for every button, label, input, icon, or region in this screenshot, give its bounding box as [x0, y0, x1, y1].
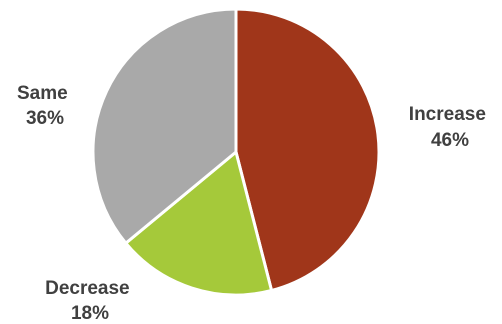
- pie-slice-same: [91, 7, 238, 245]
- label-decrease-name: Decrease: [45, 278, 130, 299]
- label-decrease: Decrease 18%: [45, 278, 135, 324]
- label-same: Same 36%: [17, 83, 73, 129]
- label-increase-value: 46%: [431, 130, 469, 151]
- label-same-value: 36%: [26, 108, 64, 129]
- label-increase-name: Increase: [409, 104, 486, 125]
- pie-slice-decrease: [124, 150, 274, 297]
- pie-slice-increase: [234, 7, 381, 293]
- label-decrease-value: 18%: [71, 303, 109, 324]
- label-same-name: Same: [17, 83, 68, 104]
- label-increase: Increase 46%: [409, 104, 491, 151]
- pie-slices: [91, 7, 381, 297]
